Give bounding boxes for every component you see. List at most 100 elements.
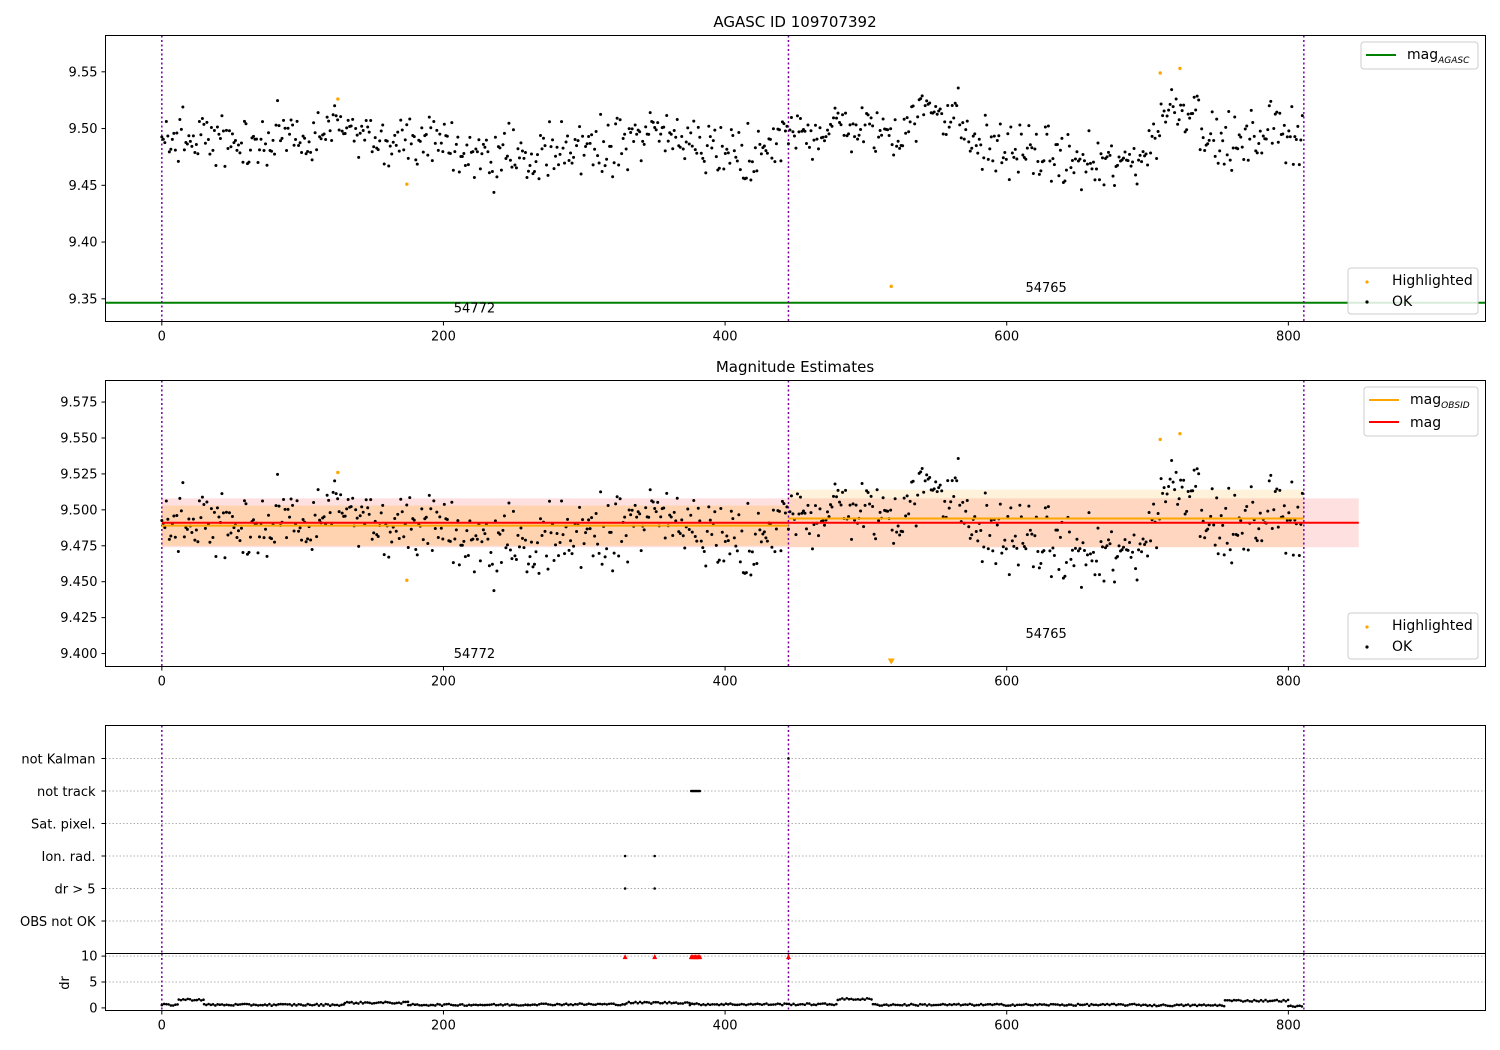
dr-point: [184, 998, 187, 1002]
dr-point: [1273, 999, 1276, 1002]
ok-point: [343, 514, 347, 518]
ok-point: [558, 541, 562, 545]
ok-point: [734, 544, 738, 548]
flag-label: Ion. rad.: [42, 850, 96, 865]
ok-point: [251, 134, 255, 138]
ok-point: [175, 131, 179, 135]
ok-point: [962, 137, 966, 141]
ok-point: [333, 104, 337, 108]
dr-point: [1137, 1003, 1141, 1006]
ok-point: [265, 163, 269, 167]
ok-point: [172, 131, 176, 135]
ok-point: [328, 511, 332, 515]
ok-point: [662, 506, 666, 510]
ok-point: [277, 124, 281, 128]
ok-point: [516, 147, 520, 151]
ok-point: [396, 130, 400, 134]
dr-point: [835, 1002, 838, 1006]
ok-point: [744, 571, 748, 575]
dr-point: [445, 1002, 448, 1006]
ok-point: [985, 503, 989, 507]
ok-point: [874, 149, 878, 153]
ok-point: [905, 116, 909, 120]
dr-point: [470, 1004, 473, 1007]
ok-point: [1046, 124, 1050, 128]
ok-point: [217, 132, 221, 136]
dr-point: [798, 1003, 802, 1006]
ok-point: [196, 540, 200, 544]
ok-point: [1126, 159, 1130, 163]
ok-point: [462, 151, 466, 155]
ok-point: [1093, 178, 1097, 182]
dr-point: [463, 1004, 466, 1007]
dr-point: [894, 1003, 897, 1007]
dr-point: [1063, 1004, 1066, 1007]
ok-point: [1198, 148, 1202, 152]
ok-point: [426, 153, 430, 157]
x-tick-label: 400: [713, 675, 738, 690]
ok-point: [460, 154, 464, 158]
ok-point: [339, 493, 343, 497]
ok-point: [209, 126, 213, 130]
ok-point: [385, 139, 389, 143]
ok-point: [415, 553, 419, 557]
dr-point: [549, 1003, 552, 1006]
ok-point: [1018, 123, 1022, 127]
ok-point: [1082, 159, 1086, 163]
dr-point: [1067, 1003, 1071, 1006]
ok-point: [1297, 163, 1301, 167]
ok-point: [839, 123, 843, 127]
ok-point: [1024, 157, 1028, 161]
ok-point: [236, 529, 240, 533]
ok-point: [1243, 127, 1247, 131]
ok-point: [1117, 544, 1121, 548]
ok-point: [1171, 480, 1175, 484]
ok-point: [980, 560, 984, 564]
ok-point: [427, 493, 431, 497]
ok-point: [862, 525, 866, 529]
ok-point: [759, 540, 763, 544]
ok-point: [695, 539, 699, 543]
dr-point: [1078, 1003, 1082, 1007]
dr-point: [1248, 999, 1252, 1003]
ok-point: [983, 113, 987, 117]
ok-point: [699, 151, 703, 155]
ok-point: [780, 499, 784, 503]
dr-point: [331, 1003, 334, 1006]
y-tick-label: 9.500: [60, 503, 97, 518]
dr-clipped-marker: [652, 954, 658, 960]
ok-point: [319, 137, 323, 141]
ok-point: [426, 542, 430, 546]
dr-point: [521, 1003, 525, 1007]
dr-point: [693, 1002, 696, 1006]
ok-point: [1081, 541, 1085, 545]
ok-point: [1073, 157, 1077, 161]
ok-point: [1096, 526, 1100, 530]
ok-point: [230, 132, 234, 136]
ok-point: [355, 133, 359, 137]
ok-point: [704, 171, 708, 175]
ok-point: [1252, 134, 1256, 138]
ok-point: [1057, 174, 1061, 178]
dr-point: [840, 997, 844, 1000]
ok-point: [597, 161, 601, 165]
ok-point: [493, 135, 497, 139]
ok-point: [208, 540, 212, 544]
ok-point: [507, 501, 511, 505]
dr-point: [1266, 1000, 1270, 1003]
ok-point: [513, 554, 517, 558]
ok-point: [1285, 518, 1289, 522]
ok-point: [804, 142, 808, 146]
ok-point: [400, 510, 404, 514]
dr-point: [573, 1002, 577, 1006]
dr-point: [1218, 1003, 1221, 1007]
dr-point: [519, 1004, 523, 1007]
dr-point: [607, 1002, 611, 1006]
ok-point: [750, 550, 754, 554]
highlighted-point: [336, 97, 340, 101]
ok-point: [481, 528, 485, 532]
ok-point: [606, 504, 610, 508]
dr-point: [803, 1003, 807, 1007]
ok-point: [958, 503, 962, 507]
